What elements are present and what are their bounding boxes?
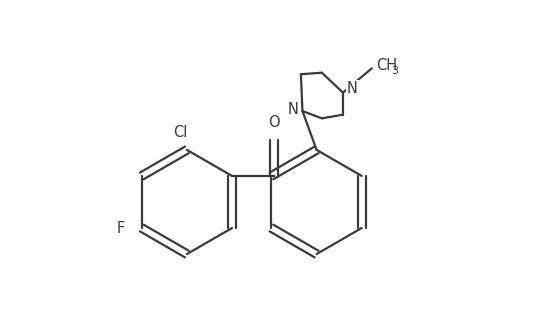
Text: 3: 3 [391, 66, 398, 76]
Text: F: F [117, 221, 125, 236]
Text: Cl: Cl [174, 125, 188, 140]
Text: O: O [268, 115, 280, 130]
Text: CH: CH [376, 58, 398, 73]
Text: N: N [288, 102, 299, 117]
Text: N: N [346, 81, 358, 96]
